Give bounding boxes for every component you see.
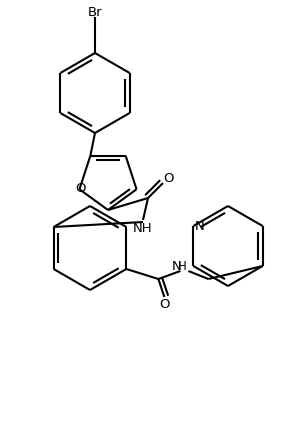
Text: N: N [194,219,204,233]
Text: H: H [178,261,187,273]
Text: N: N [171,261,181,273]
Text: O: O [163,173,173,186]
Text: O: O [159,299,170,311]
Text: O: O [75,182,86,195]
Text: Br: Br [88,6,102,18]
Text: NH: NH [133,222,153,234]
